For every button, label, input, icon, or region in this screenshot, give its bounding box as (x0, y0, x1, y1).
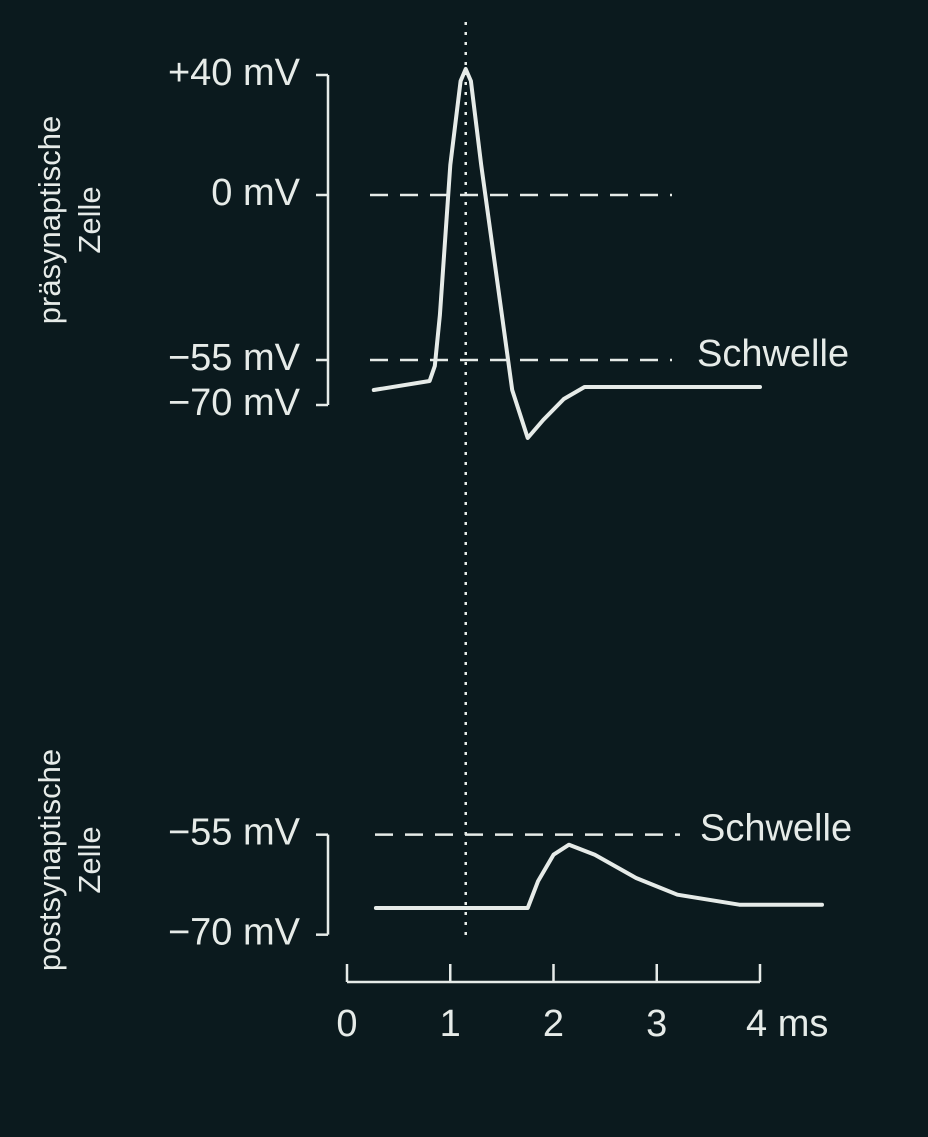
y-tick-label: 0 mV (211, 172, 300, 214)
y-tick-label: −55 mV (168, 812, 301, 854)
trace (371, 67, 762, 440)
x-tick-label: 0 (336, 1003, 357, 1045)
x-tick-label: 3 (646, 1003, 667, 1045)
y-axis-label: postsynaptische (32, 749, 67, 971)
reference-label: Schwelle (700, 808, 852, 850)
trace (373, 842, 824, 910)
y-tick-label: −70 mV (168, 912, 301, 954)
x-tick-label: 4 ms (746, 1003, 828, 1045)
x-tick-label: 1 (440, 1003, 461, 1045)
y-tick-label: −55 mV (168, 337, 301, 379)
y-axis-label: Zelle (72, 186, 107, 253)
x-tick-label: 2 (543, 1003, 564, 1045)
y-tick-label: +40 mV (168, 52, 301, 94)
y-tick-label: −70 mV (168, 382, 301, 424)
reference-label: Schwelle (697, 333, 849, 375)
y-axis-label: Zelle (72, 826, 107, 893)
y-axis-label: präsynaptische (32, 116, 67, 325)
